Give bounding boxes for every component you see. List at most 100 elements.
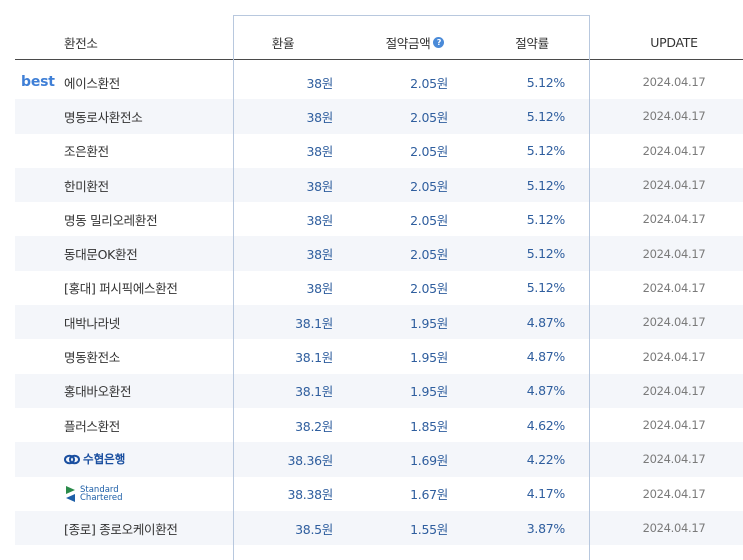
table-row[interactable]: 홍대바오환전 38.1원 1.95원 4.87% 2024.04.17 [15,373,743,408]
header-ratio[interactable]: 절약률 [515,35,549,51]
saving-value: 1.67원 [410,487,448,503]
rate-value: 38원 [306,144,333,160]
standard-chartered-logo-icon [66,485,75,502]
exchange-office-name[interactable]: 명동로사환전소 [64,109,143,125]
header-rate[interactable]: 환율 [271,35,295,51]
exchange-office-name[interactable]: 한미환전 [64,178,109,194]
saving-value: 1.95원 [410,350,448,366]
ratio-value: 4.87% [526,349,566,365]
table-row[interactable]: 명동환전소 38.1원 1.95원 4.87% 2024.04.17 [15,339,743,373]
table-row[interactable]: [홍대] 퍼시픽에스환전 38원 2.05원 5.12% 2024.04.17 [15,271,743,305]
update-date: 2024.04.17 [642,280,706,295]
exchange-office-name[interactable]: 플러스환전 [64,418,121,434]
ratio-value: 5.12% [526,280,566,296]
ratio-value: 4.87% [526,383,566,399]
exchange-office-name[interactable]: 에이스환전 [64,75,121,91]
update-date: 2024.04.17 [642,109,706,124]
table-row[interactable]: best 에이스환전 38원 2.05원 5.12% 2024.04.17 [15,65,743,99]
table-header: 환전소 환율 절약금액 ? 절약률 UPDATE [15,25,743,60]
header-saving[interactable]: 절약금액 ? [355,25,475,59]
update-date: 2024.04.17 [642,212,706,227]
header-saving-label: 절약금액 [385,35,431,51]
rate-value: 38원 [306,281,333,297]
ratio-value: 4.17% [526,486,566,502]
rate-value: 38.1원 [295,315,333,331]
table-row[interactable]: 한미환전 38원 2.05원 5.12% 2024.04.17 [15,167,743,203]
update-date: 2024.04.17 [642,418,706,433]
exchange-office-name[interactable]: 대박나라넷 [64,315,121,331]
update-date: 2024.04.17 [642,75,706,90]
update-date: 2024.04.17 [642,383,706,398]
saving-value: 1.95원 [410,315,448,331]
saving-value: 2.05원 [410,75,448,91]
header-exchange-office: 환전소 [64,35,98,51]
exchange-office-name[interactable]: 수협은행 [64,442,125,476]
question-circle-icon[interactable]: ? [433,36,445,48]
saving-value: 2.05원 [410,247,448,263]
update-date: 2024.04.17 [642,349,706,364]
exchange-office-name[interactable]: 명동 밀리오레환전 [64,212,158,228]
saving-value: 2.05원 [410,144,448,160]
ratio-value: 4.22% [526,451,566,467]
standard-chartered-logo-line2: Chartered [80,492,123,503]
suhyup-bank-logo-icon [64,454,80,465]
rate-value: 38.2원 [295,418,333,434]
saving-value: 2.05원 [410,281,448,297]
standard-chartered-logo: Standard Chartered [64,484,123,504]
saving-value: 2.05원 [410,212,448,228]
update-date: 2024.04.17 [642,452,706,467]
exchange-office-name[interactable]: [종로] 종로오케이환전 [64,521,178,537]
update-date: 2024.04.17 [642,143,706,158]
table-row[interactable]: 플러스환전 38.2원 1.85원 4.62% 2024.04.17 [15,408,743,442]
table-body: best 에이스환전 38원 2.05원 5.12% 2024.04.17 명동… [15,65,743,546]
exchange-office-name[interactable]: [홍대] 퍼시픽에스환전 [64,281,178,297]
standard-chartered-logo-line1: Standard [80,484,119,495]
rate-value: 38.1원 [295,350,333,366]
exchange-office-name[interactable]: 동대문OK환전 [64,247,138,263]
exchange-office-name[interactable]: 조은환전 [64,144,109,160]
rate-value: 38.38원 [287,487,334,503]
ratio-value: 4.87% [526,314,566,330]
rate-value: 38원 [306,247,333,263]
table-row[interactable]: 대박나라넷 38.1원 1.95원 4.87% 2024.04.17 [15,305,743,340]
table-row[interactable]: 명동로사환전소 38원 2.05원 5.12% 2024.04.17 [15,99,743,134]
saving-value: 1.85원 [410,418,448,434]
saving-value: 1.69원 [410,452,448,468]
ratio-value: 5.12% [526,108,566,124]
ratio-value: 5.12% [526,177,566,193]
rate-value: 38원 [306,109,333,125]
table-row[interactable]: 명동 밀리오레환전 38원 2.05원 5.12% 2024.04.17 [15,202,743,236]
ratio-value: 5.12% [526,143,566,159]
update-date: 2024.04.17 [642,178,706,193]
update-date: 2024.04.17 [642,246,706,261]
table-row[interactable]: 수협은행 38.36원 1.69원 4.22% 2024.04.17 [15,442,743,477]
table-row[interactable]: 조은환전 38원 2.05원 5.12% 2024.04.17 [15,134,743,168]
ratio-value: 5.12% [526,74,566,90]
rate-value: 38원 [306,178,333,194]
saving-value: 2.05원 [410,109,448,125]
saving-value: 1.55원 [410,521,448,537]
rate-value: 38원 [306,212,333,228]
suhyup-bank-logo: 수협은행 [64,451,125,467]
saving-value: 1.95원 [410,384,448,400]
rate-value: 38.5원 [295,521,333,537]
update-date: 2024.04.17 [642,486,706,501]
saving-value: 2.05원 [410,178,448,194]
table-row[interactable]: [종로] 종로오케이환전 38.5원 1.55원 3.87% 2024.04.1… [15,510,743,546]
suhyup-bank-logo-text: 수협은행 [83,452,126,467]
ratio-value: 3.87% [526,520,566,536]
exchange-office-name[interactable]: 명동환전소 [64,350,121,366]
update-date: 2024.04.17 [642,521,706,535]
exchange-office-name[interactable]: Standard Chartered [64,477,123,511]
table-row[interactable]: 동대문OK환전 38원 2.05원 5.12% 2024.04.17 [15,236,743,271]
rate-value: 38.36원 [287,452,334,468]
header-update: UPDATE [650,34,698,50]
rate-value: 38원 [306,75,333,91]
table-row[interactable]: Standard Chartered 38.38원 1.67원 4.17% 20… [15,477,743,511]
rate-value: 38.1원 [295,384,333,400]
best-badge: best [21,74,55,91]
update-date: 2024.04.17 [642,315,706,330]
exchange-office-name[interactable]: 홍대바오환전 [64,384,132,400]
ratio-value: 5.12% [526,246,566,262]
